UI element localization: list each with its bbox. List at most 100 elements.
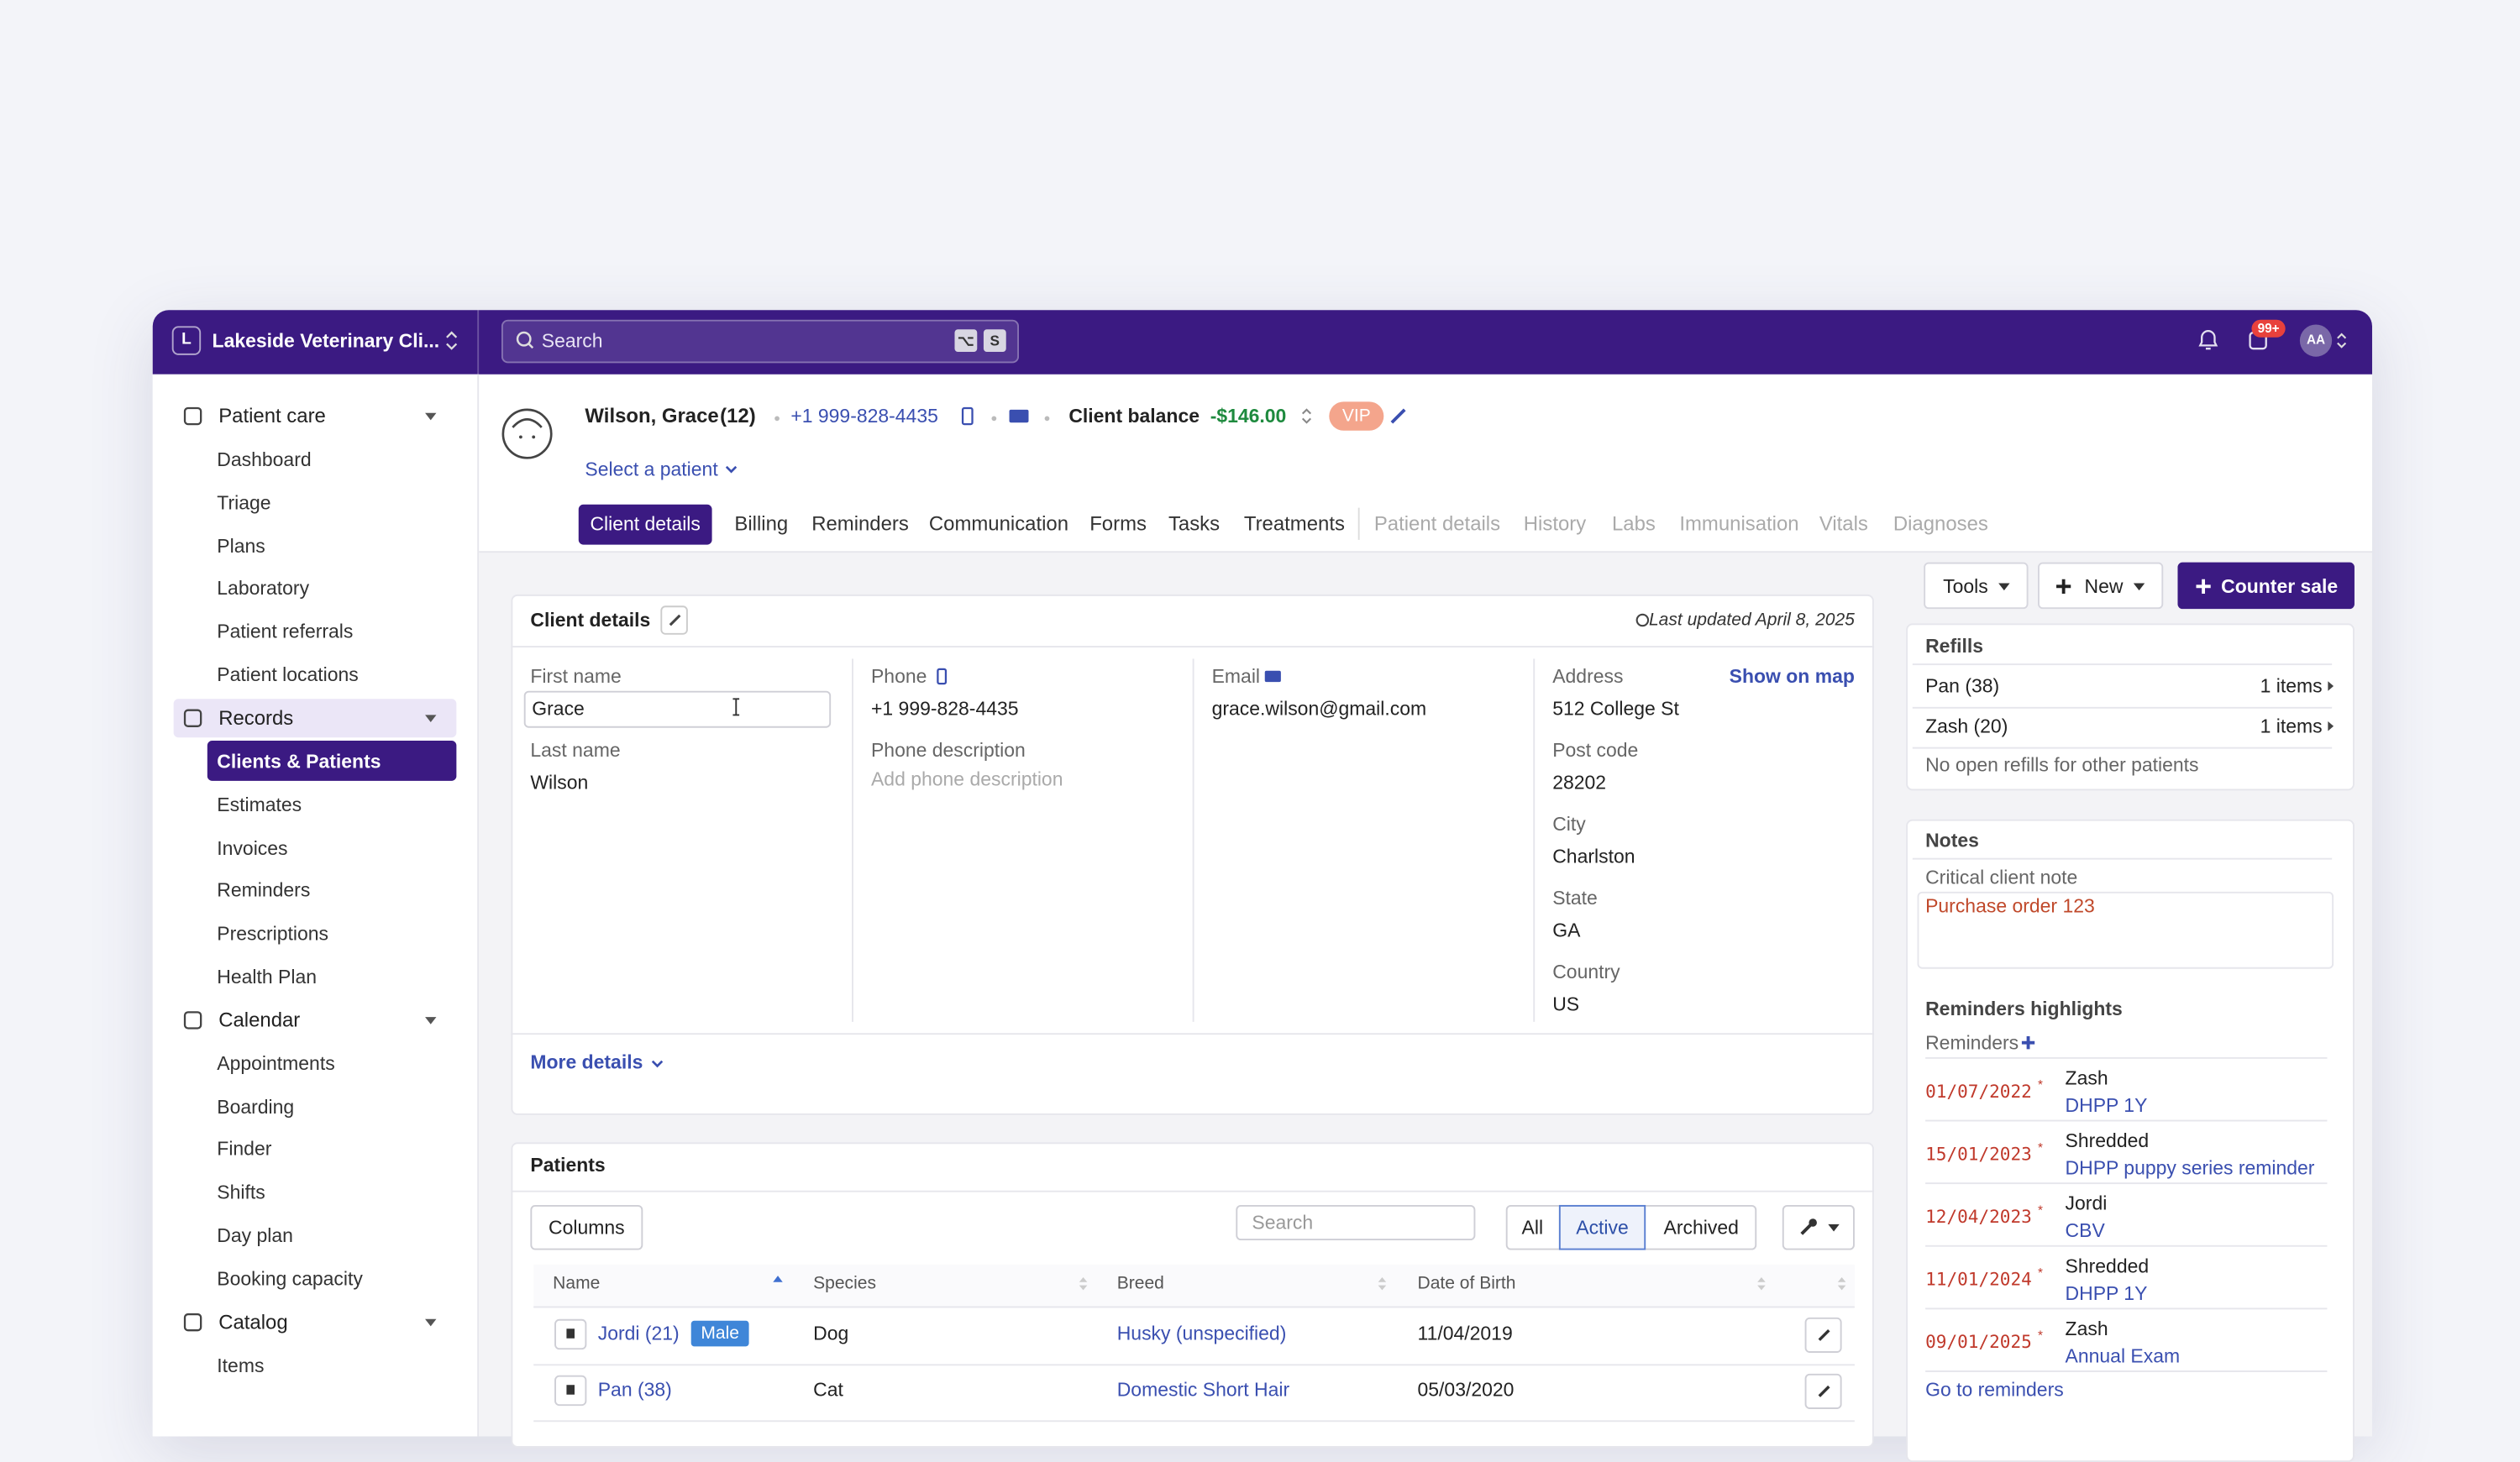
icon-part <box>425 1318 437 1327</box>
tab-disabled: History <box>1523 512 1587 536</box>
nav-item[interactable]: Dashboard <box>217 448 312 471</box>
edit-button[interactable] <box>1804 1373 1842 1409</box>
nav-item[interactable]: Health Plan <box>217 965 318 988</box>
patient-icon <box>554 1318 587 1350</box>
nav-item[interactable]: Patient locations <box>217 663 359 687</box>
reminder-name[interactable]: DHPP 1Y <box>2065 1281 2148 1305</box>
row-divider <box>1925 1056 2328 1059</box>
nav-item[interactable]: Invoices <box>217 836 288 859</box>
field-value: Wilson <box>530 771 589 794</box>
tab[interactable]: Communication <box>928 512 1069 536</box>
reminder-name[interactable]: Annual Exam <box>2065 1344 2181 1368</box>
reminder-marker: * <box>2038 1328 2044 1344</box>
card <box>1906 819 2355 1462</box>
nav-item[interactable]: Estimates <box>217 793 302 816</box>
refill-items: 1 items <box>2260 715 2323 738</box>
note-box[interactable] <box>1917 891 2334 969</box>
clinic-name[interactable]: Lakeside Veterinary Cli... <box>212 329 440 353</box>
balance: -$146.00 <box>1210 405 1287 427</box>
patient-name[interactable]: Pan (38) <box>597 1378 672 1402</box>
nav-item[interactable]: Clients & Patients <box>217 750 381 773</box>
new-button[interactable] <box>2038 562 2164 610</box>
tab[interactable]: Reminders <box>811 512 909 536</box>
edit-button[interactable] <box>1804 1317 1842 1353</box>
client-phone[interactable]: +1 999-828-4435 <box>790 405 938 427</box>
more-details[interactable]: More details <box>530 1051 643 1074</box>
badge <box>2251 319 2286 338</box>
nav-item[interactable]: Prescriptions <box>217 922 328 946</box>
shortcut-key: S <box>990 333 1000 349</box>
breed[interactable]: Domestic Short Hair <box>1116 1378 1290 1402</box>
bell <box>2198 330 2218 350</box>
card-divider <box>511 1190 1874 1192</box>
sex-label: Male <box>701 1323 739 1344</box>
last-updated: Last updated April 8, 2025 <box>1648 610 1855 631</box>
nav-item[interactable]: Shifts <box>217 1181 265 1204</box>
note-text: Purchase order 123 <box>1925 894 2095 918</box>
search-input[interactable] <box>1236 1204 1476 1241</box>
column-header[interactable]: Species <box>813 1274 877 1294</box>
section-label[interactable]: Catalog <box>218 1310 288 1334</box>
nav-item[interactable]: Booking capacity <box>217 1267 363 1291</box>
filter-button[interactable] <box>1558 1204 1646 1250</box>
icon-part <box>2021 1036 2035 1050</box>
updown <box>2337 333 2347 348</box>
icon-part <box>183 709 202 727</box>
field-placeholder[interactable]: Add phone description <box>870 768 1063 791</box>
caret <box>1998 582 2010 590</box>
reminders-label: Reminders <box>1925 1031 2019 1055</box>
text-cursor <box>732 698 740 716</box>
patient-name[interactable]: Jordi (21) <box>597 1322 680 1345</box>
icon-part <box>501 408 553 459</box>
section-label[interactable]: Patient care <box>218 405 326 427</box>
tab[interactable]: Billing <box>734 512 789 536</box>
tab[interactable]: Treatments <box>1243 512 1345 536</box>
input[interactable] <box>523 690 832 728</box>
show-on-map[interactable]: Show on map <box>1729 665 1855 688</box>
tab[interactable]: Tasks <box>1168 512 1221 536</box>
tab[interactable]: Client details <box>590 512 701 536</box>
nav-item[interactable]: Items <box>217 1354 265 1377</box>
nav-item[interactable]: Finder <box>217 1138 272 1161</box>
reminder-name[interactable]: CBV <box>2065 1219 2105 1242</box>
dob: 05/03/2020 <box>1417 1378 1515 1402</box>
columns-button[interactable] <box>530 1204 643 1250</box>
nav-item[interactable]: Day plan <box>217 1224 293 1247</box>
nav-item[interactable]: Appointments <box>217 1051 335 1075</box>
nav-item[interactable]: Plans <box>217 534 265 558</box>
vip-badge <box>1329 401 1384 431</box>
section-label[interactable]: Records <box>218 706 294 730</box>
select-patient[interactable]: Select a patient <box>585 458 718 481</box>
edit-button[interactable] <box>660 605 688 635</box>
nav-item[interactable]: Triage <box>217 490 271 514</box>
row-divider <box>1925 1370 2328 1372</box>
search-icon <box>516 331 534 349</box>
nav-item[interactable]: Laboratory <box>217 577 310 600</box>
arrow <box>2328 721 2334 731</box>
column-header[interactable]: Breed <box>1116 1274 1164 1294</box>
column-header[interactable]: Name <box>553 1274 601 1294</box>
icon-part <box>1817 1328 1830 1341</box>
breed[interactable]: Husky (unspecified) <box>1116 1322 1287 1345</box>
tools-button[interactable] <box>1782 1204 1855 1250</box>
column-header[interactable]: Date of Birth <box>1417 1274 1516 1294</box>
reminder-name[interactable]: DHPP puppy series reminder <box>2065 1156 2315 1180</box>
nav-item[interactable]: Reminders <box>217 879 311 903</box>
key-box <box>983 329 1006 353</box>
section-label[interactable]: Calendar <box>218 1009 301 1032</box>
reminder-marker: * <box>2038 1265 2044 1281</box>
card-divider <box>511 646 1874 648</box>
icon-part <box>1817 1385 1830 1397</box>
nav-item[interactable]: Patient referrals <box>217 621 354 643</box>
search-box[interactable] <box>501 319 1020 364</box>
tools-button[interactable] <box>1924 562 2029 610</box>
nav-item[interactable]: Boarding <box>217 1095 295 1118</box>
reminder-name[interactable]: DHPP 1Y <box>2065 1093 2148 1117</box>
tab[interactable]: Forms <box>1089 512 1147 536</box>
icon-part <box>2328 681 2334 691</box>
icon-part <box>2337 333 2347 348</box>
avatar[interactable] <box>2299 324 2333 357</box>
icon-part <box>518 435 522 439</box>
icon-part <box>446 331 458 350</box>
reminders-link[interactable]: Go to reminders <box>1925 1378 2064 1402</box>
